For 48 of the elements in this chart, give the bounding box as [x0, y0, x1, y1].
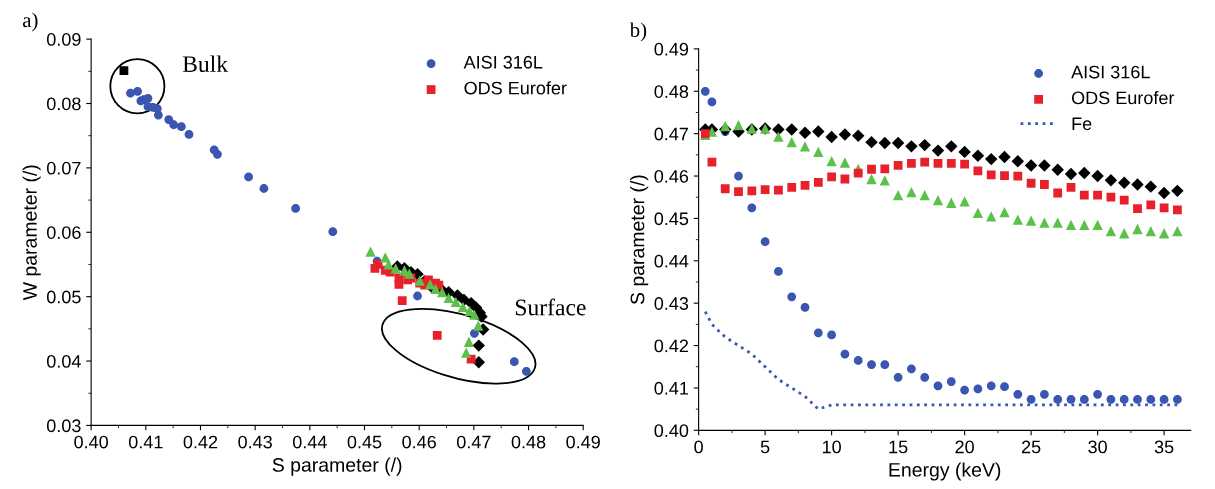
- y-tick-label: 0.07: [46, 161, 81, 175]
- y-tick-label: 0.47: [654, 127, 688, 141]
- x-tick-label: 0.40: [74, 435, 108, 449]
- y-tick-label: 0.05: [46, 290, 81, 304]
- x-tick-label: 25: [1021, 440, 1041, 454]
- y-tick-label: 0.42: [654, 339, 688, 353]
- x-tick-label: 0.45: [347, 435, 382, 449]
- y-tick-label: 0.40: [654, 424, 689, 438]
- legend-label: AISI 316L: [1071, 65, 1150, 79]
- x-tick-label: 0.41: [128, 435, 163, 449]
- legend-label: ODS Eurofer: [1071, 91, 1175, 105]
- x-axis-title: Energy (keV): [889, 462, 1001, 481]
- y-tick-label: 0.06: [46, 226, 81, 239]
- x-tick-label: 0.46: [402, 435, 436, 449]
- x-tick-label: 0.49: [566, 435, 600, 449]
- y-tick-label: 0.48: [654, 85, 689, 98]
- x-tick-label: 0.44: [292, 435, 327, 449]
- text: b): [629, 22, 647, 42]
- annotation: Bulk: [182, 55, 229, 73]
- x-tick-label: 10: [822, 440, 841, 454]
- y-tick-label: 0.44: [654, 254, 689, 268]
- x-axis-title: S parameter (/): [272, 457, 402, 476]
- legend-label: AISI 316L: [463, 55, 543, 69]
- y-tick-label: 0.41: [654, 381, 689, 395]
- y-tick-label: 0.09: [46, 33, 81, 46]
- y-tick-label: 0.03: [46, 419, 81, 433]
- y-axis-title: S parameter (/): [630, 175, 649, 305]
- y-tick-label: 0.04: [46, 354, 81, 368]
- x-tick-label: 0.43: [238, 435, 272, 449]
- legend-label: Fe: [1072, 117, 1092, 131]
- x-tick-label: 15: [889, 440, 908, 454]
- x-tick-label: 0.48: [511, 435, 546, 449]
- x-tick-label: 30: [1088, 440, 1107, 454]
- x-tick-label: 0.47: [456, 435, 491, 449]
- x-tick-label: 0.42: [183, 435, 218, 449]
- y-tick-label: 0.43: [654, 297, 689, 310]
- y-axis-title: W parameter (/): [22, 165, 41, 301]
- legend-label: ODS Eurofer: [464, 81, 567, 95]
- annotation: Surface: [515, 298, 586, 316]
- text: a): [22, 12, 38, 32]
- y-tick-label: 0.49: [654, 42, 689, 56]
- y-tick-label: 0.08: [46, 97, 81, 111]
- x-tick-label: 5: [760, 440, 770, 454]
- x-tick-label: 20: [955, 440, 974, 454]
- y-tick-label: 0.46: [654, 169, 689, 183]
- x-tick-label: 35: [1154, 440, 1174, 454]
- y-tick-label: 0.45: [654, 212, 689, 226]
- x-tick-label: 0: [694, 440, 703, 454]
